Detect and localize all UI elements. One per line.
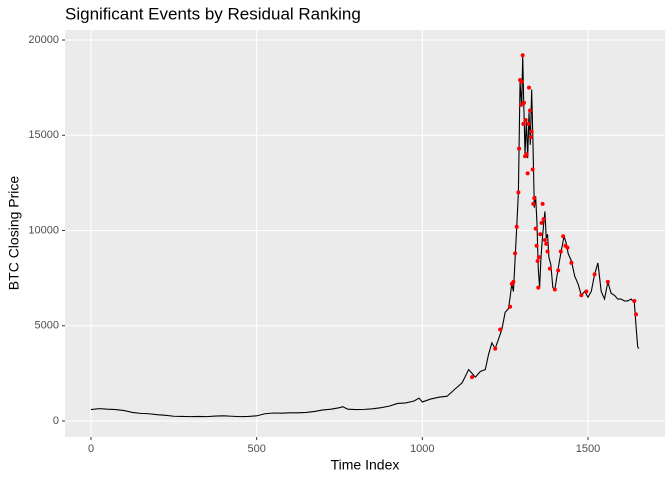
event-point <box>531 201 536 206</box>
event-point <box>547 266 552 271</box>
event-point <box>530 167 535 172</box>
event-point <box>524 152 529 157</box>
event-point <box>556 268 561 273</box>
event-point <box>540 201 545 206</box>
event-point <box>538 232 543 237</box>
event-point <box>535 258 540 263</box>
x-tick-label: 500 <box>247 443 265 455</box>
event-point <box>526 85 531 90</box>
x-axis-title: Time Index <box>331 457 400 473</box>
event-point <box>516 190 521 195</box>
event-point <box>493 346 498 351</box>
chart-title: Significant Events by Residual Ranking <box>65 4 361 23</box>
event-point <box>527 108 532 113</box>
event-point <box>552 287 557 292</box>
event-point <box>632 298 637 303</box>
x-tick-label: 1000 <box>410 443 434 455</box>
event-point <box>522 100 527 105</box>
event-point <box>511 279 516 284</box>
event-point <box>561 234 566 239</box>
event-point <box>520 53 525 58</box>
event-point <box>526 121 531 126</box>
event-point <box>605 279 610 284</box>
event-point <box>592 272 597 277</box>
event-point <box>519 79 524 84</box>
event-point <box>539 220 544 225</box>
event-point <box>536 285 541 290</box>
event-point <box>521 121 526 126</box>
y-tick-label: 15000 <box>28 129 59 141</box>
event-point <box>565 245 570 250</box>
plot-panel <box>65 30 665 437</box>
event-point <box>541 217 546 222</box>
event-point <box>536 255 541 260</box>
x-tick-label: 1500 <box>576 443 600 455</box>
event-point <box>558 249 563 254</box>
event-point <box>534 243 539 248</box>
event-point <box>634 312 639 317</box>
event-point <box>470 375 475 380</box>
event-point <box>545 249 550 254</box>
event-point <box>532 196 537 201</box>
event-point <box>513 251 518 256</box>
event-point <box>525 171 530 176</box>
event-point <box>544 241 549 246</box>
event-point <box>514 224 519 229</box>
y-tick-label: 0 <box>53 415 59 427</box>
price-line <box>90 55 640 418</box>
event-point <box>498 327 503 332</box>
event-point <box>533 226 538 231</box>
y-tick-label: 20000 <box>28 34 59 46</box>
y-tick-label: 5000 <box>35 320 59 332</box>
event-point <box>523 118 528 123</box>
event-point <box>584 289 589 294</box>
event-point <box>517 146 522 151</box>
event-point <box>529 129 534 134</box>
event-point <box>569 260 574 265</box>
event-point <box>579 293 584 298</box>
event-point <box>519 102 524 107</box>
y-tick-label: 10000 <box>28 224 59 236</box>
event-point <box>528 135 533 140</box>
event-point <box>508 304 513 309</box>
y-axis-title: BTC Closing Price <box>6 176 22 291</box>
x-tick-label: 0 <box>88 443 94 455</box>
event-point <box>542 238 547 243</box>
